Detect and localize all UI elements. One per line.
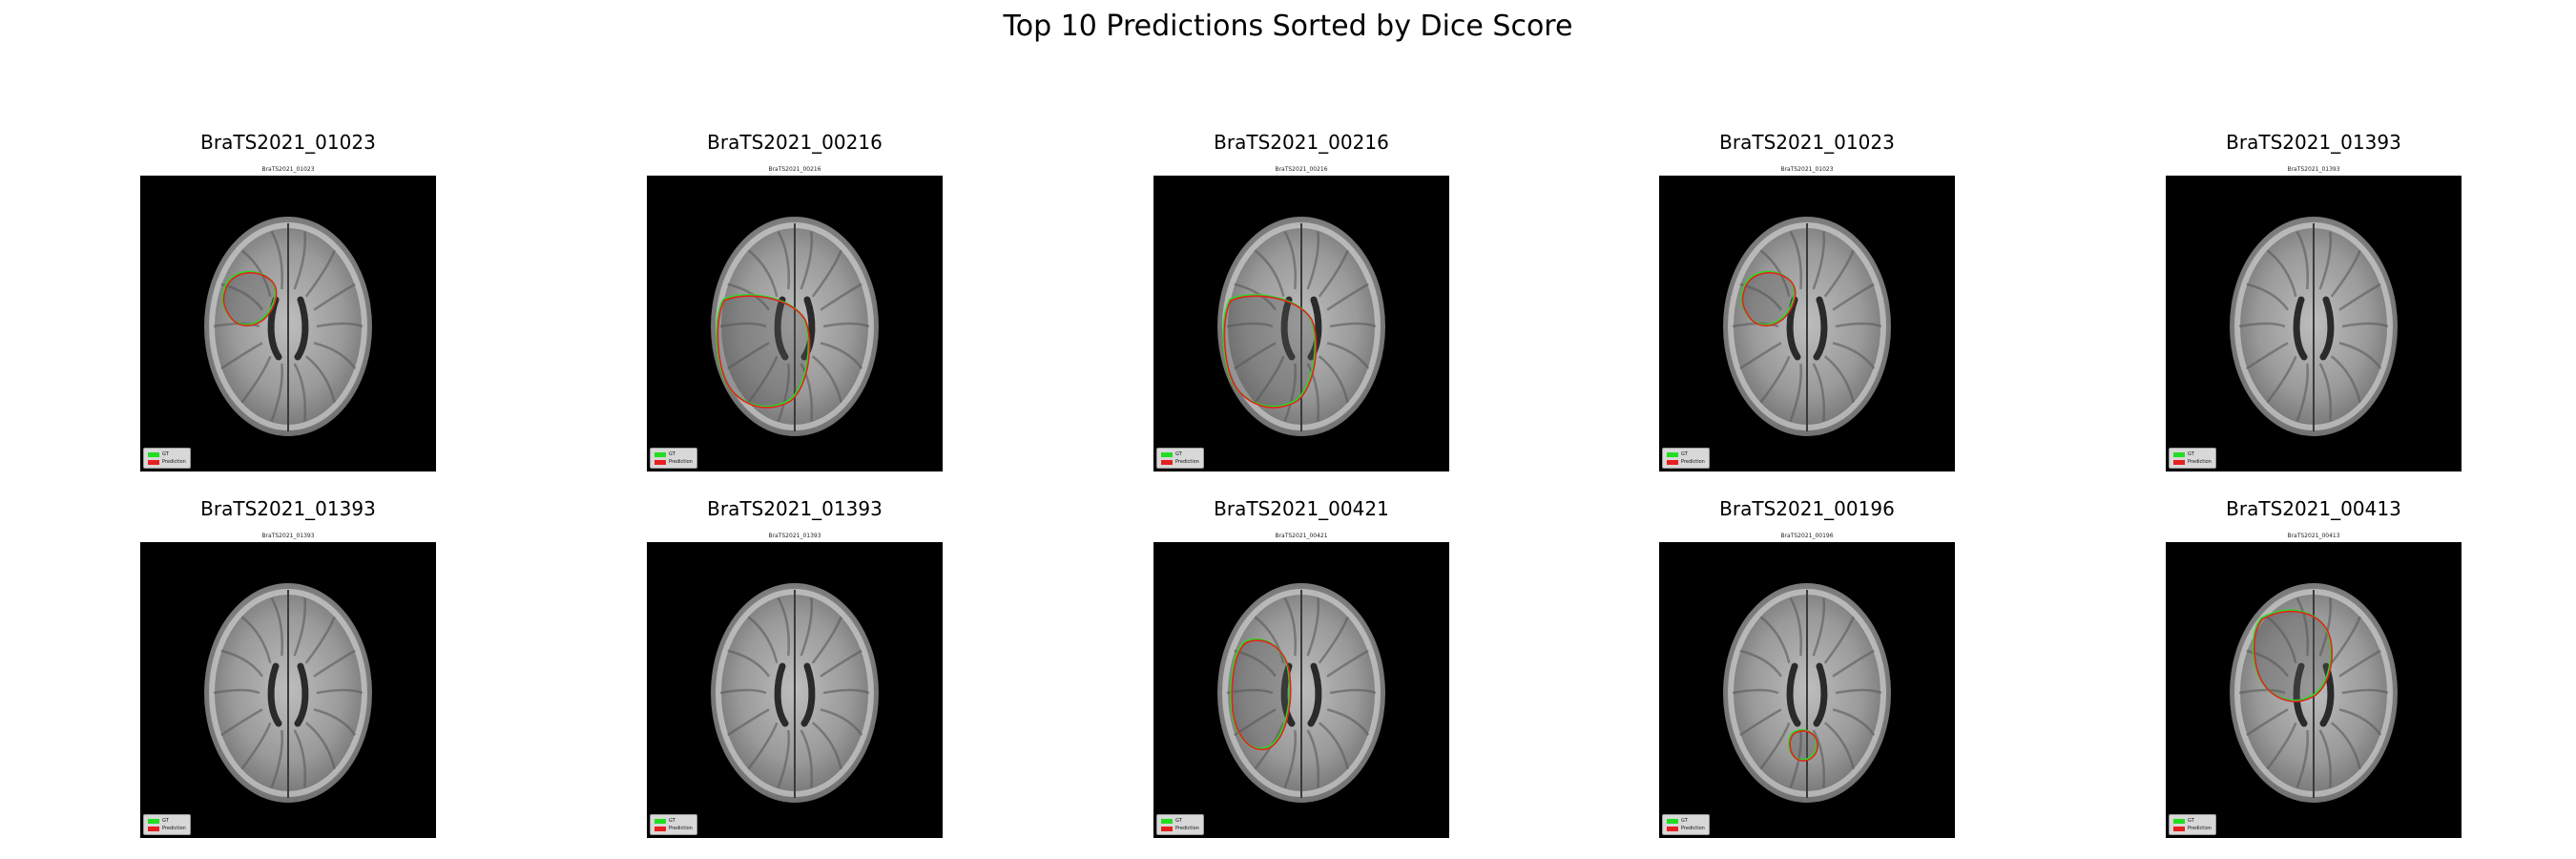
legend-swatch-gt (148, 451, 159, 457)
panel-subtitle: BraTS2021_01023 (1780, 166, 1834, 173)
legend-label-gt: GT (2188, 818, 2194, 824)
mri-slice-image: GT Prediction (1659, 176, 1955, 471)
legend-label-prediction: Prediction (1681, 826, 1705, 831)
legend-label-prediction: Prediction (1681, 459, 1705, 465)
legend: GT Prediction (2169, 448, 2216, 469)
legend-swatch-gt (654, 451, 666, 457)
legend: GT Prediction (143, 814, 191, 835)
prediction-contour (222, 272, 278, 327)
panel-subtitle: BraTS2021_00216 (1275, 166, 1328, 173)
legend-swatch-prediction (1667, 459, 1678, 465)
legend-swatch-gt (1667, 451, 1678, 457)
figure-title: Top 10 Predictions Sorted by Dice Score (1003, 10, 1573, 43)
legend-label-gt: GT (669, 451, 675, 457)
prediction-contour (1231, 639, 1292, 751)
legend-label-prediction: Prediction (2188, 826, 2212, 831)
panel-subtitle: BraTS2021_01023 (261, 166, 315, 173)
tumor-region (1231, 639, 1290, 749)
legend-label-prediction: Prediction (1175, 826, 1199, 831)
legend-label-prediction: Prediction (669, 826, 693, 831)
panel-title: BraTS2021_00216 (707, 131, 883, 154)
legend-swatch-gt (1161, 818, 1173, 824)
panel-subtitle: BraTS2021_00421 (1275, 533, 1328, 539)
legend-swatch-gt (2173, 451, 2185, 457)
prediction-contour (717, 295, 811, 409)
panel-subtitle: BraTS2021_01393 (2287, 166, 2340, 173)
panel-title: BraTS2021_00413 (2226, 497, 2401, 520)
mri-slice-image: GT Prediction (140, 542, 436, 838)
mri-slice-image: GT Prediction (140, 176, 436, 471)
legend-label-gt: GT (162, 818, 169, 824)
mri-slice-image: GT Prediction (1659, 542, 1955, 838)
panel-title: BraTS2021_00196 (1719, 497, 1895, 520)
legend: GT Prediction (650, 814, 697, 835)
panel-subtitle: BraTS2021_01393 (261, 533, 315, 539)
legend: GT Prediction (650, 448, 697, 469)
panel-title: BraTS2021_00216 (1214, 131, 1389, 154)
legend-swatch-prediction (1667, 826, 1678, 831)
mri-slice-image: GT Prediction (2166, 542, 2462, 838)
legend-label-prediction: Prediction (669, 459, 693, 465)
tumor-region (717, 295, 809, 408)
tumor-region (1789, 729, 1817, 761)
legend-swatch-prediction (2173, 459, 2185, 465)
panel-subtitle: BraTS2021_00196 (1780, 533, 1834, 539)
legend-label-prediction: Prediction (2188, 459, 2212, 465)
legend-label-gt: GT (2188, 451, 2194, 457)
tumor-region (1223, 295, 1316, 408)
legend: GT Prediction (1156, 814, 1204, 835)
legend-label-gt: GT (1681, 818, 1688, 824)
panel-title: BraTS2021_00421 (1214, 497, 1389, 520)
legend-swatch-prediction (148, 826, 159, 831)
prediction-contour (2253, 610, 2333, 702)
panel-subtitle: BraTS2021_00216 (768, 166, 821, 173)
legend-swatch-prediction (148, 459, 159, 465)
legend-label-gt: GT (1175, 451, 1182, 457)
legend-swatch-prediction (1161, 826, 1173, 831)
legend-swatch-gt (1161, 451, 1173, 457)
legend-swatch-gt (2173, 818, 2185, 824)
legend-label-gt: GT (669, 818, 675, 824)
legend-label-prediction: Prediction (162, 459, 186, 465)
legend-swatch-prediction (2173, 826, 2185, 831)
legend-label-gt: GT (1681, 451, 1688, 457)
legend-swatch-gt (1667, 818, 1678, 824)
mri-slice-image: GT Prediction (1153, 542, 1449, 838)
legend-swatch-gt (148, 818, 159, 824)
panel-subtitle: BraTS2021_01393 (768, 533, 821, 539)
panel-subtitle: BraTS2021_00413 (2287, 533, 2340, 539)
legend-label-prediction: Prediction (162, 826, 186, 831)
legend-swatch-prediction (654, 459, 666, 465)
mri-slice-image: GT Prediction (2166, 176, 2462, 471)
legend: GT Prediction (2169, 814, 2216, 835)
prediction-contour (1741, 272, 1797, 327)
legend-label-prediction: Prediction (1175, 459, 1199, 465)
panel-title: BraTS2021_01023 (1719, 131, 1895, 154)
mri-slice-image: GT Prediction (647, 542, 943, 838)
legend-swatch-prediction (1161, 459, 1173, 465)
panel-title: BraTS2021_01393 (707, 497, 883, 520)
tumor-region (1741, 271, 1795, 325)
legend: GT Prediction (1662, 814, 1710, 835)
legend-label-gt: GT (1175, 818, 1182, 824)
legend-label-gt: GT (162, 451, 169, 457)
panel-title: BraTS2021_01393 (200, 497, 376, 520)
legend: GT Prediction (1662, 448, 1710, 469)
legend-swatch-gt (654, 818, 666, 824)
tumor-region (2253, 610, 2332, 701)
prediction-contour (1789, 730, 1818, 762)
legend: GT Prediction (1156, 448, 1204, 469)
mri-slice-image: GT Prediction (647, 176, 943, 471)
panel-title: BraTS2021_01023 (200, 131, 376, 154)
legend-swatch-prediction (654, 826, 666, 831)
legend: GT Prediction (143, 448, 191, 469)
panel-title: BraTS2021_01393 (2226, 131, 2401, 154)
mri-slice-image: GT Prediction (1153, 176, 1449, 471)
tumor-region (222, 271, 276, 325)
prediction-contour (1223, 295, 1318, 409)
